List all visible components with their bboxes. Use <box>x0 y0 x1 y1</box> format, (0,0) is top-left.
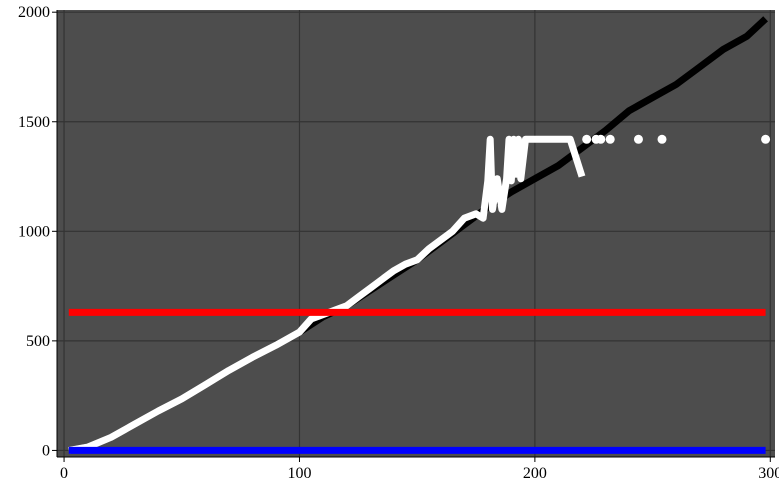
series-point <box>657 134 667 144</box>
series-point <box>633 134 643 144</box>
series-line-1 <box>68 135 586 454</box>
y-tick-label: 500 <box>26 333 50 350</box>
y-tick-label: 2000 <box>18 4 50 21</box>
y-tick-label: 1000 <box>18 223 50 240</box>
series-layer <box>56 10 775 458</box>
y-axis: 0 500 1000 1500 2000 <box>18 4 57 459</box>
y-tick-label: 1500 <box>18 114 50 131</box>
x-tick-label: 200 <box>523 465 547 482</box>
plot-area <box>57 10 775 457</box>
series-point <box>605 134 615 144</box>
x-tick-label: 0 <box>60 465 68 482</box>
x-tick-label: 300 <box>758 465 779 482</box>
series-point <box>761 134 771 144</box>
series-point <box>596 134 606 144</box>
x-tick-label: 100 <box>287 465 311 482</box>
x-axis: 0 100 200 300 <box>60 457 779 482</box>
series-point <box>582 134 592 144</box>
y-tick-label: 0 <box>42 442 50 459</box>
